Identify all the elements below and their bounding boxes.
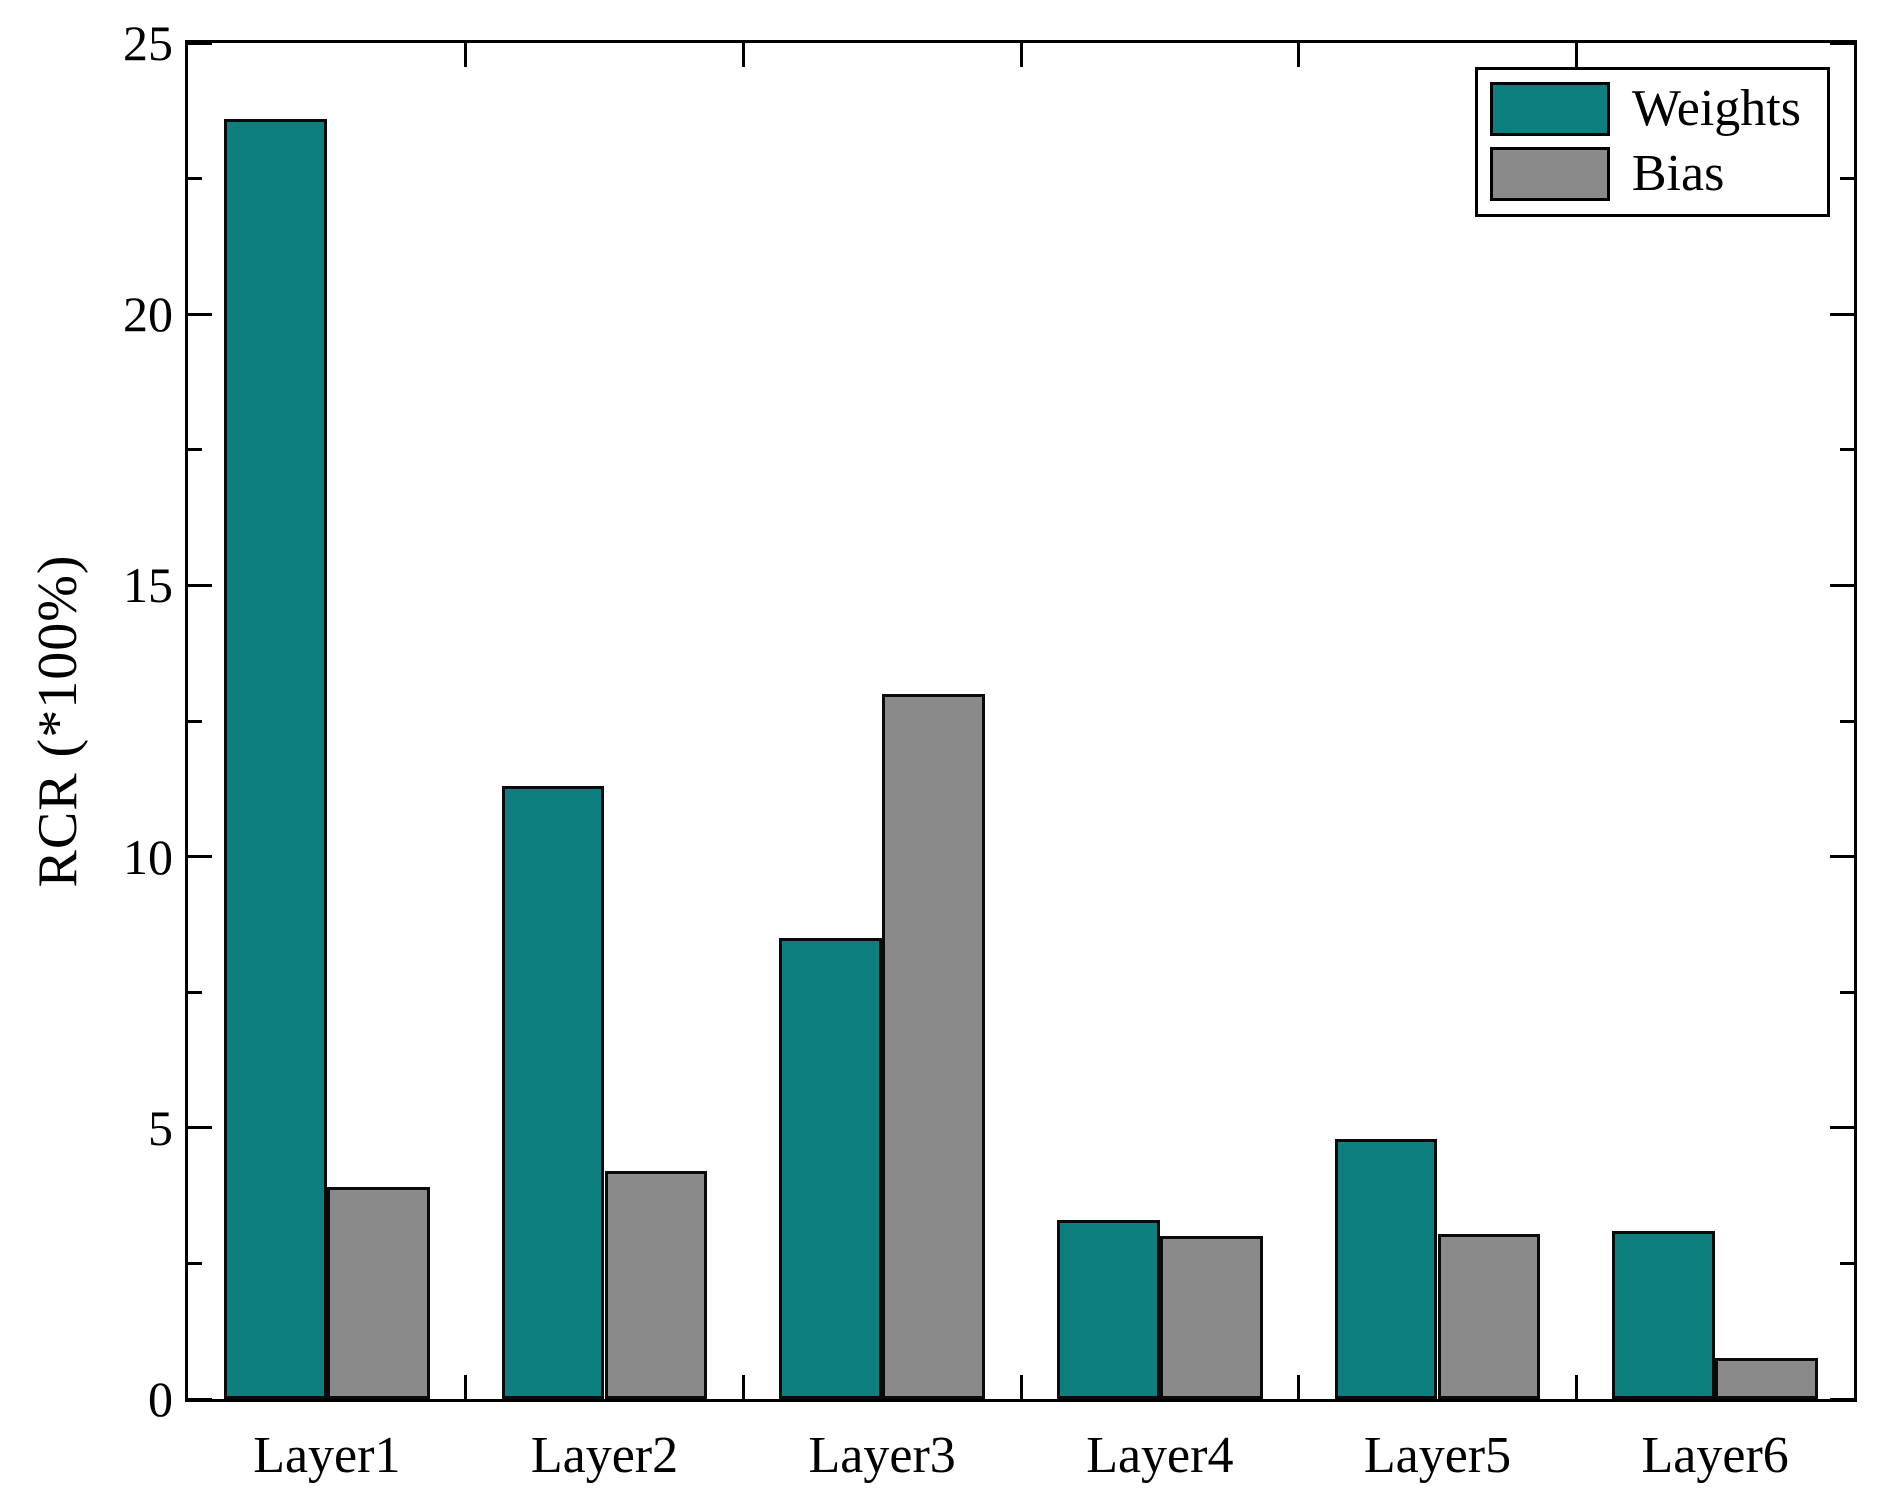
major-y-tick (1830, 41, 1854, 45)
bar-bias-layer1 (326, 1187, 430, 1399)
legend-label-weights: Weights (1631, 80, 1801, 137)
minor-y-tick (188, 990, 202, 994)
x-boundary-tick (464, 1375, 468, 1399)
major-y-tick (188, 41, 212, 45)
x-boundary-tick (464, 43, 468, 67)
x-boundary-tick (1574, 43, 1578, 67)
bar-weights-layer3 (779, 937, 883, 1399)
major-y-tick (188, 312, 212, 316)
minor-y-tick (1840, 1261, 1854, 1265)
x-boundary-tick (1019, 1375, 1023, 1399)
bar-bias-layer5 (1437, 1233, 1541, 1399)
x-category-label: Layer6 (1641, 1427, 1789, 1484)
y-tick-label: 15 (123, 557, 173, 614)
minor-y-tick (188, 1261, 202, 1265)
legend-label-bias: Bias (1631, 145, 1725, 203)
y-tick-label: 10 (123, 828, 173, 885)
major-y-tick (1830, 855, 1854, 859)
major-y-tick (1830, 1126, 1854, 1130)
bar-bias-layer4 (1159, 1236, 1263, 1399)
minor-y-tick (188, 448, 202, 452)
x-boundary-tick (741, 1375, 745, 1399)
legend-item-bias: Bias (1489, 145, 1801, 203)
x-boundary-tick (1574, 1375, 1578, 1399)
minor-y-tick (1840, 448, 1854, 452)
major-y-tick (188, 1397, 212, 1401)
y-tick-label: 5 (148, 1099, 173, 1156)
bar-weights-layer6 (1612, 1230, 1716, 1399)
legend-swatch-bias (1489, 146, 1610, 201)
x-category-label: Layer2 (530, 1427, 679, 1484)
plot-area: Weights Bias (185, 40, 1857, 1402)
major-y-tick (1830, 583, 1854, 587)
legend-item-weights: Weights (1489, 80, 1801, 137)
major-y-tick (1830, 312, 1854, 316)
y-tick-label: 20 (123, 286, 173, 343)
major-y-tick (188, 855, 212, 859)
legend: Weights Bias (1474, 67, 1830, 218)
major-y-tick (188, 583, 212, 587)
y-tick-label: 25 (123, 15, 173, 71)
x-boundary-tick (1297, 1375, 1301, 1399)
bar-weights-layer1 (224, 118, 327, 1399)
x-boundary-tick (741, 43, 745, 67)
bar-weights-layer2 (501, 786, 605, 1399)
major-y-tick (1830, 1397, 1854, 1401)
x-category-label: Layer5 (1363, 1427, 1512, 1484)
bar-bias-layer3 (882, 693, 985, 1399)
x-boundary-tick (1019, 43, 1023, 67)
x-category-label: Layer3 (808, 1427, 956, 1484)
minor-y-tick (1840, 177, 1854, 181)
x-category-label: Layer1 (253, 1427, 401, 1484)
minor-y-tick (1840, 719, 1854, 723)
bar-bias-layer2 (604, 1171, 708, 1399)
legend-swatch-weights (1489, 81, 1610, 136)
bar-weights-layer5 (1334, 1138, 1438, 1399)
x-category-label: Layer4 (1086, 1427, 1234, 1484)
minor-y-tick (188, 177, 202, 181)
minor-y-tick (1840, 990, 1854, 994)
bar-bias-layer6 (1715, 1358, 1818, 1399)
bar-weights-layer4 (1057, 1220, 1160, 1399)
major-y-tick (188, 1126, 212, 1130)
y-tick-label: 0 (148, 1371, 173, 1427)
minor-y-tick (188, 719, 202, 723)
x-boundary-tick (1297, 43, 1301, 67)
